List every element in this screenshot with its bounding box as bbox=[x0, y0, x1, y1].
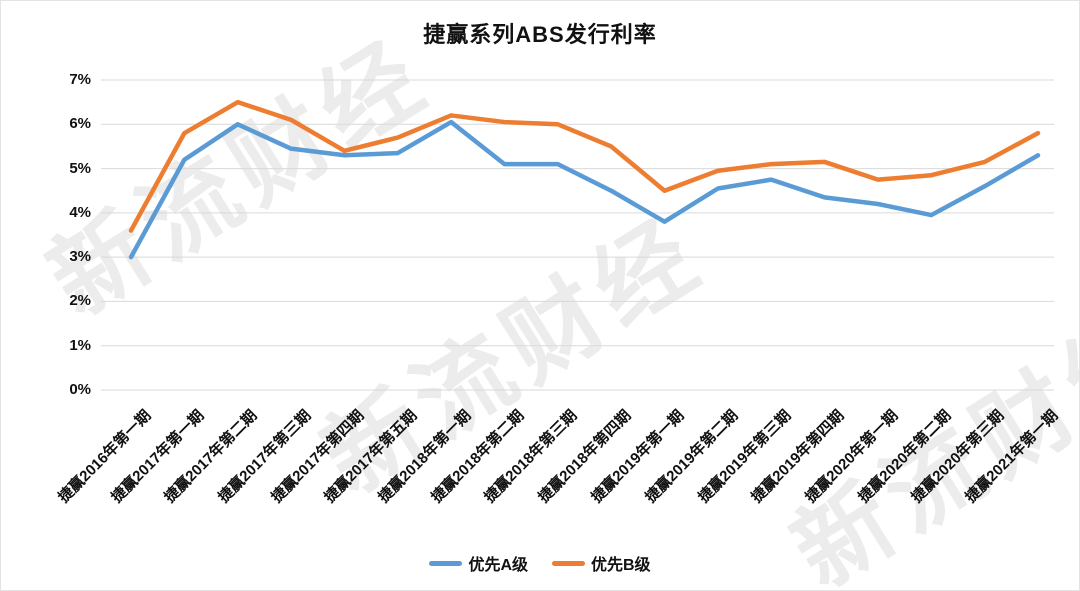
legend-swatch bbox=[552, 560, 585, 566]
chart-legend: 优先A级 优先B级 bbox=[1, 551, 1079, 575]
series-line bbox=[128, 99, 1041, 233]
legend-item: 优先A级 bbox=[429, 551, 528, 575]
y-axis-tick-label: 2% bbox=[69, 292, 91, 310]
legend-swatch bbox=[429, 560, 463, 566]
y-axis-tick-label: 7% bbox=[69, 71, 91, 88]
y-axis-tick-label: 0% bbox=[69, 381, 91, 398]
legend-item: 优先B级 bbox=[552, 551, 651, 575]
series-line bbox=[128, 119, 1041, 260]
y-axis-tick-label: 5% bbox=[69, 159, 91, 177]
y-axis-tick-label: 6% bbox=[69, 115, 91, 133]
legend-label: 优先B级 bbox=[591, 557, 651, 574]
legend-label: 优先A级 bbox=[468, 557, 528, 574]
chart-title: 捷赢系列ABS发行利率 bbox=[423, 22, 657, 47]
y-axis-tick-label: 1% bbox=[69, 336, 91, 354]
y-axis-tick-label: 3% bbox=[69, 248, 91, 266]
y-axis-tick-label: 4% bbox=[69, 203, 91, 221]
